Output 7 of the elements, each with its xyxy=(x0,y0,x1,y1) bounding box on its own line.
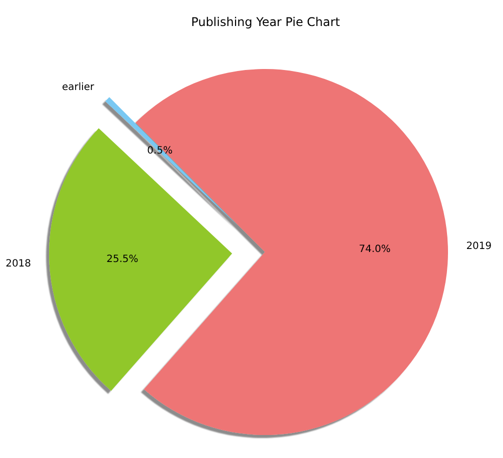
data-label: 25.5% xyxy=(106,254,138,266)
slice-label: earlier xyxy=(62,82,96,93)
chart-title: Publishing Year Pie Chart xyxy=(191,15,340,29)
data-label: 0.5% xyxy=(147,146,173,157)
slice-label: 2018 xyxy=(6,258,32,270)
data-label: 74.0% xyxy=(358,244,391,256)
slice-label: 2019 xyxy=(466,241,492,252)
